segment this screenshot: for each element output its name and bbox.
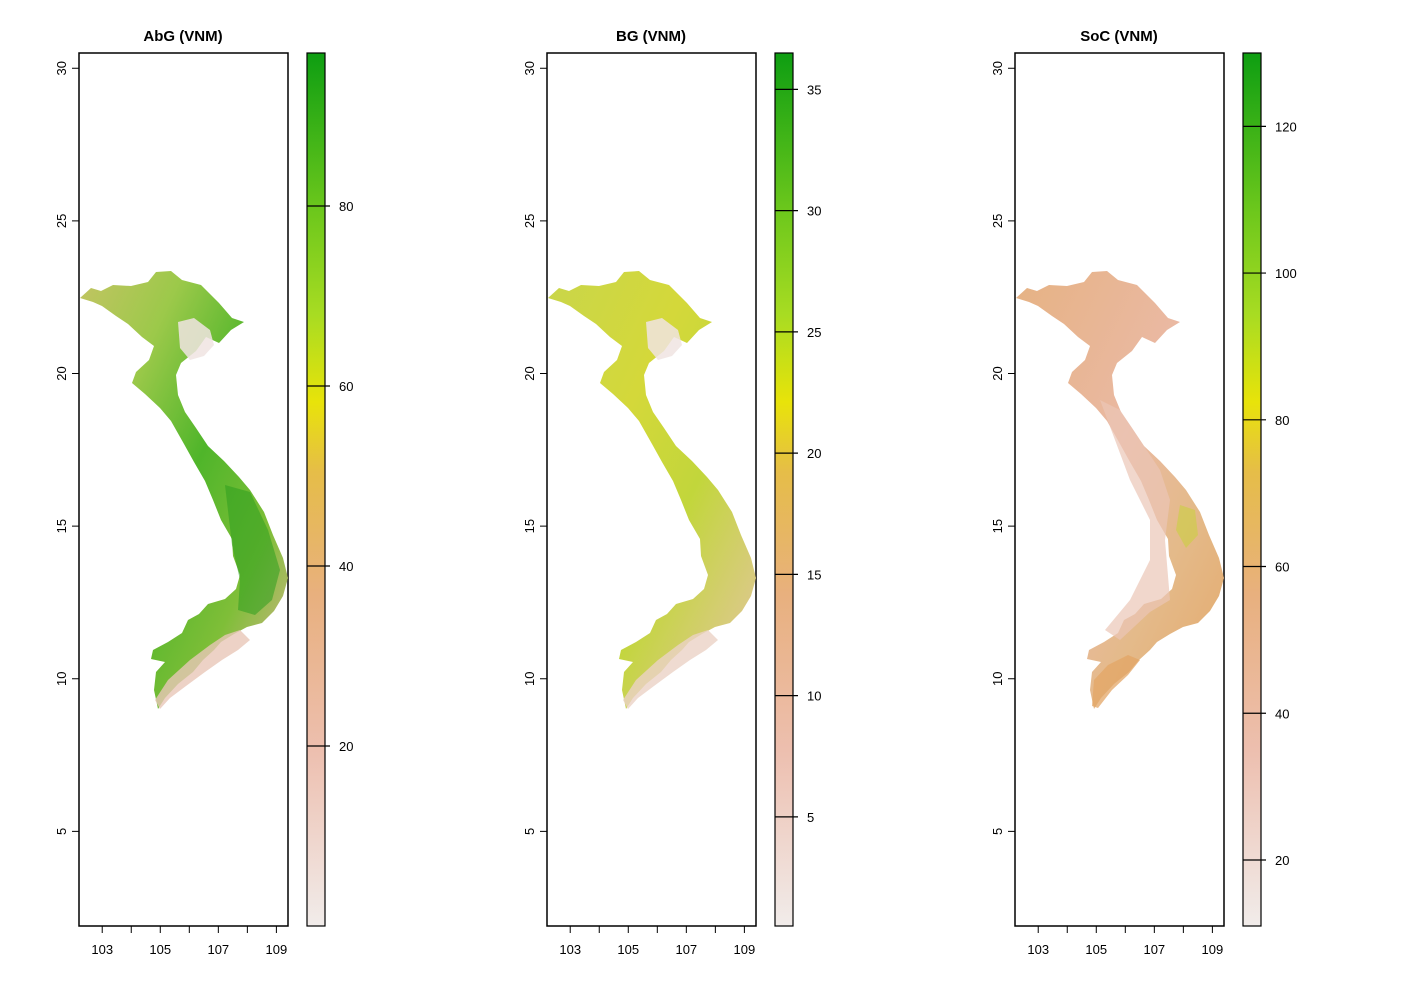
y-axis: 30 25 20 15 10 5 [522, 61, 547, 835]
legend-tick-label: 5 [807, 810, 814, 825]
y-axis: 30 25 20 15 10 5 [990, 61, 1015, 835]
y-tick-label: 25 [990, 214, 1005, 228]
legend-tick-label: 80 [339, 199, 353, 214]
legend-tick-label: 60 [339, 379, 353, 394]
x-tick-label: 107 [207, 942, 229, 957]
country-shape [548, 271, 756, 709]
x-tick-label: 107 [1143, 942, 1165, 957]
legend-bar [306, 52, 326, 927]
y-tick-label: 25 [522, 214, 537, 228]
legend-tick-label: 10 [807, 689, 821, 704]
legend-tick-label: 35 [807, 82, 821, 97]
region-overlay [1100, 400, 1170, 640]
y-tick-label: 5 [522, 828, 537, 835]
region-overlay [225, 485, 280, 615]
x-tick-label: 105 [617, 942, 639, 957]
legend-bar [1242, 52, 1262, 927]
region-overlay [155, 630, 250, 709]
y-tick-label: 30 [522, 61, 537, 75]
country-shape [1016, 271, 1224, 709]
x-tick-label: 103 [1027, 942, 1049, 957]
x-tick-label: 103 [91, 942, 113, 957]
legend-tick-label: 120 [1275, 119, 1297, 134]
region-overlay [178, 318, 214, 360]
panel-title: AbG (VNM) [143, 28, 222, 45]
region-overlay [623, 630, 718, 709]
legend-tick-label: 20 [1275, 853, 1289, 868]
panel-title: SoC (VNM) [1080, 28, 1158, 45]
legend-bar [774, 52, 794, 927]
legend-tick-label: 60 [1275, 560, 1289, 575]
y-tick-label: 10 [54, 672, 69, 686]
x-tick-label: 109 [734, 942, 756, 957]
legend-tick-label: 20 [339, 739, 353, 754]
y-tick-label: 5 [54, 828, 69, 835]
legend-tick-label: 20 [807, 446, 821, 461]
x-tick-label: 109 [1202, 942, 1224, 957]
y-tick-label: 20 [54, 366, 69, 380]
y-tick-label: 30 [54, 61, 69, 75]
x-axis: 103 105 107 109 [559, 926, 755, 957]
y-tick-label: 20 [990, 366, 1005, 380]
x-tick-label: 105 [1085, 942, 1107, 957]
map-frame [546, 52, 757, 927]
legend-tick-label: 25 [807, 325, 821, 340]
y-tick-label: 20 [522, 366, 537, 380]
y-tick-label: 10 [990, 672, 1005, 686]
region-overlay [646, 318, 682, 360]
map-frame [1014, 52, 1225, 927]
x-axis: 103 105 107 109 [1027, 926, 1223, 957]
panel-title: BG (VNM) [616, 28, 686, 45]
y-tick-label: 25 [54, 214, 69, 228]
region-overlay [1176, 505, 1198, 548]
y-tick-label: 5 [990, 828, 1005, 835]
legend-ticks: 80 60 40 20 [307, 199, 353, 754]
x-tick-label: 103 [559, 942, 581, 957]
x-axis: 103 105 107 109 [91, 926, 287, 957]
country-shape [80, 271, 288, 709]
legend-ticks: 120 100 80 60 40 20 [1243, 119, 1297, 868]
legend-tick-label: 30 [807, 204, 821, 219]
legend-tick-label: 40 [1275, 706, 1289, 721]
x-tick-label: 105 [149, 942, 171, 957]
legend-ticks: 35 30 25 20 15 10 5 [775, 82, 821, 825]
x-tick-label: 107 [675, 942, 697, 957]
y-tick-label: 10 [522, 672, 537, 686]
y-axis: 30 25 20 15 10 5 [54, 61, 79, 835]
y-tick-label: 15 [54, 519, 69, 533]
legend-tick-label: 15 [807, 567, 821, 582]
y-tick-label: 15 [990, 519, 1005, 533]
y-tick-label: 15 [522, 519, 537, 533]
map-frame [78, 52, 289, 927]
legend-tick-label: 80 [1275, 413, 1289, 428]
legend-tick-label: 100 [1275, 266, 1297, 281]
x-tick-label: 109 [266, 942, 288, 957]
legend-tick-label: 40 [339, 559, 353, 574]
region-overlay [1092, 655, 1140, 708]
y-tick-label: 30 [990, 61, 1005, 75]
